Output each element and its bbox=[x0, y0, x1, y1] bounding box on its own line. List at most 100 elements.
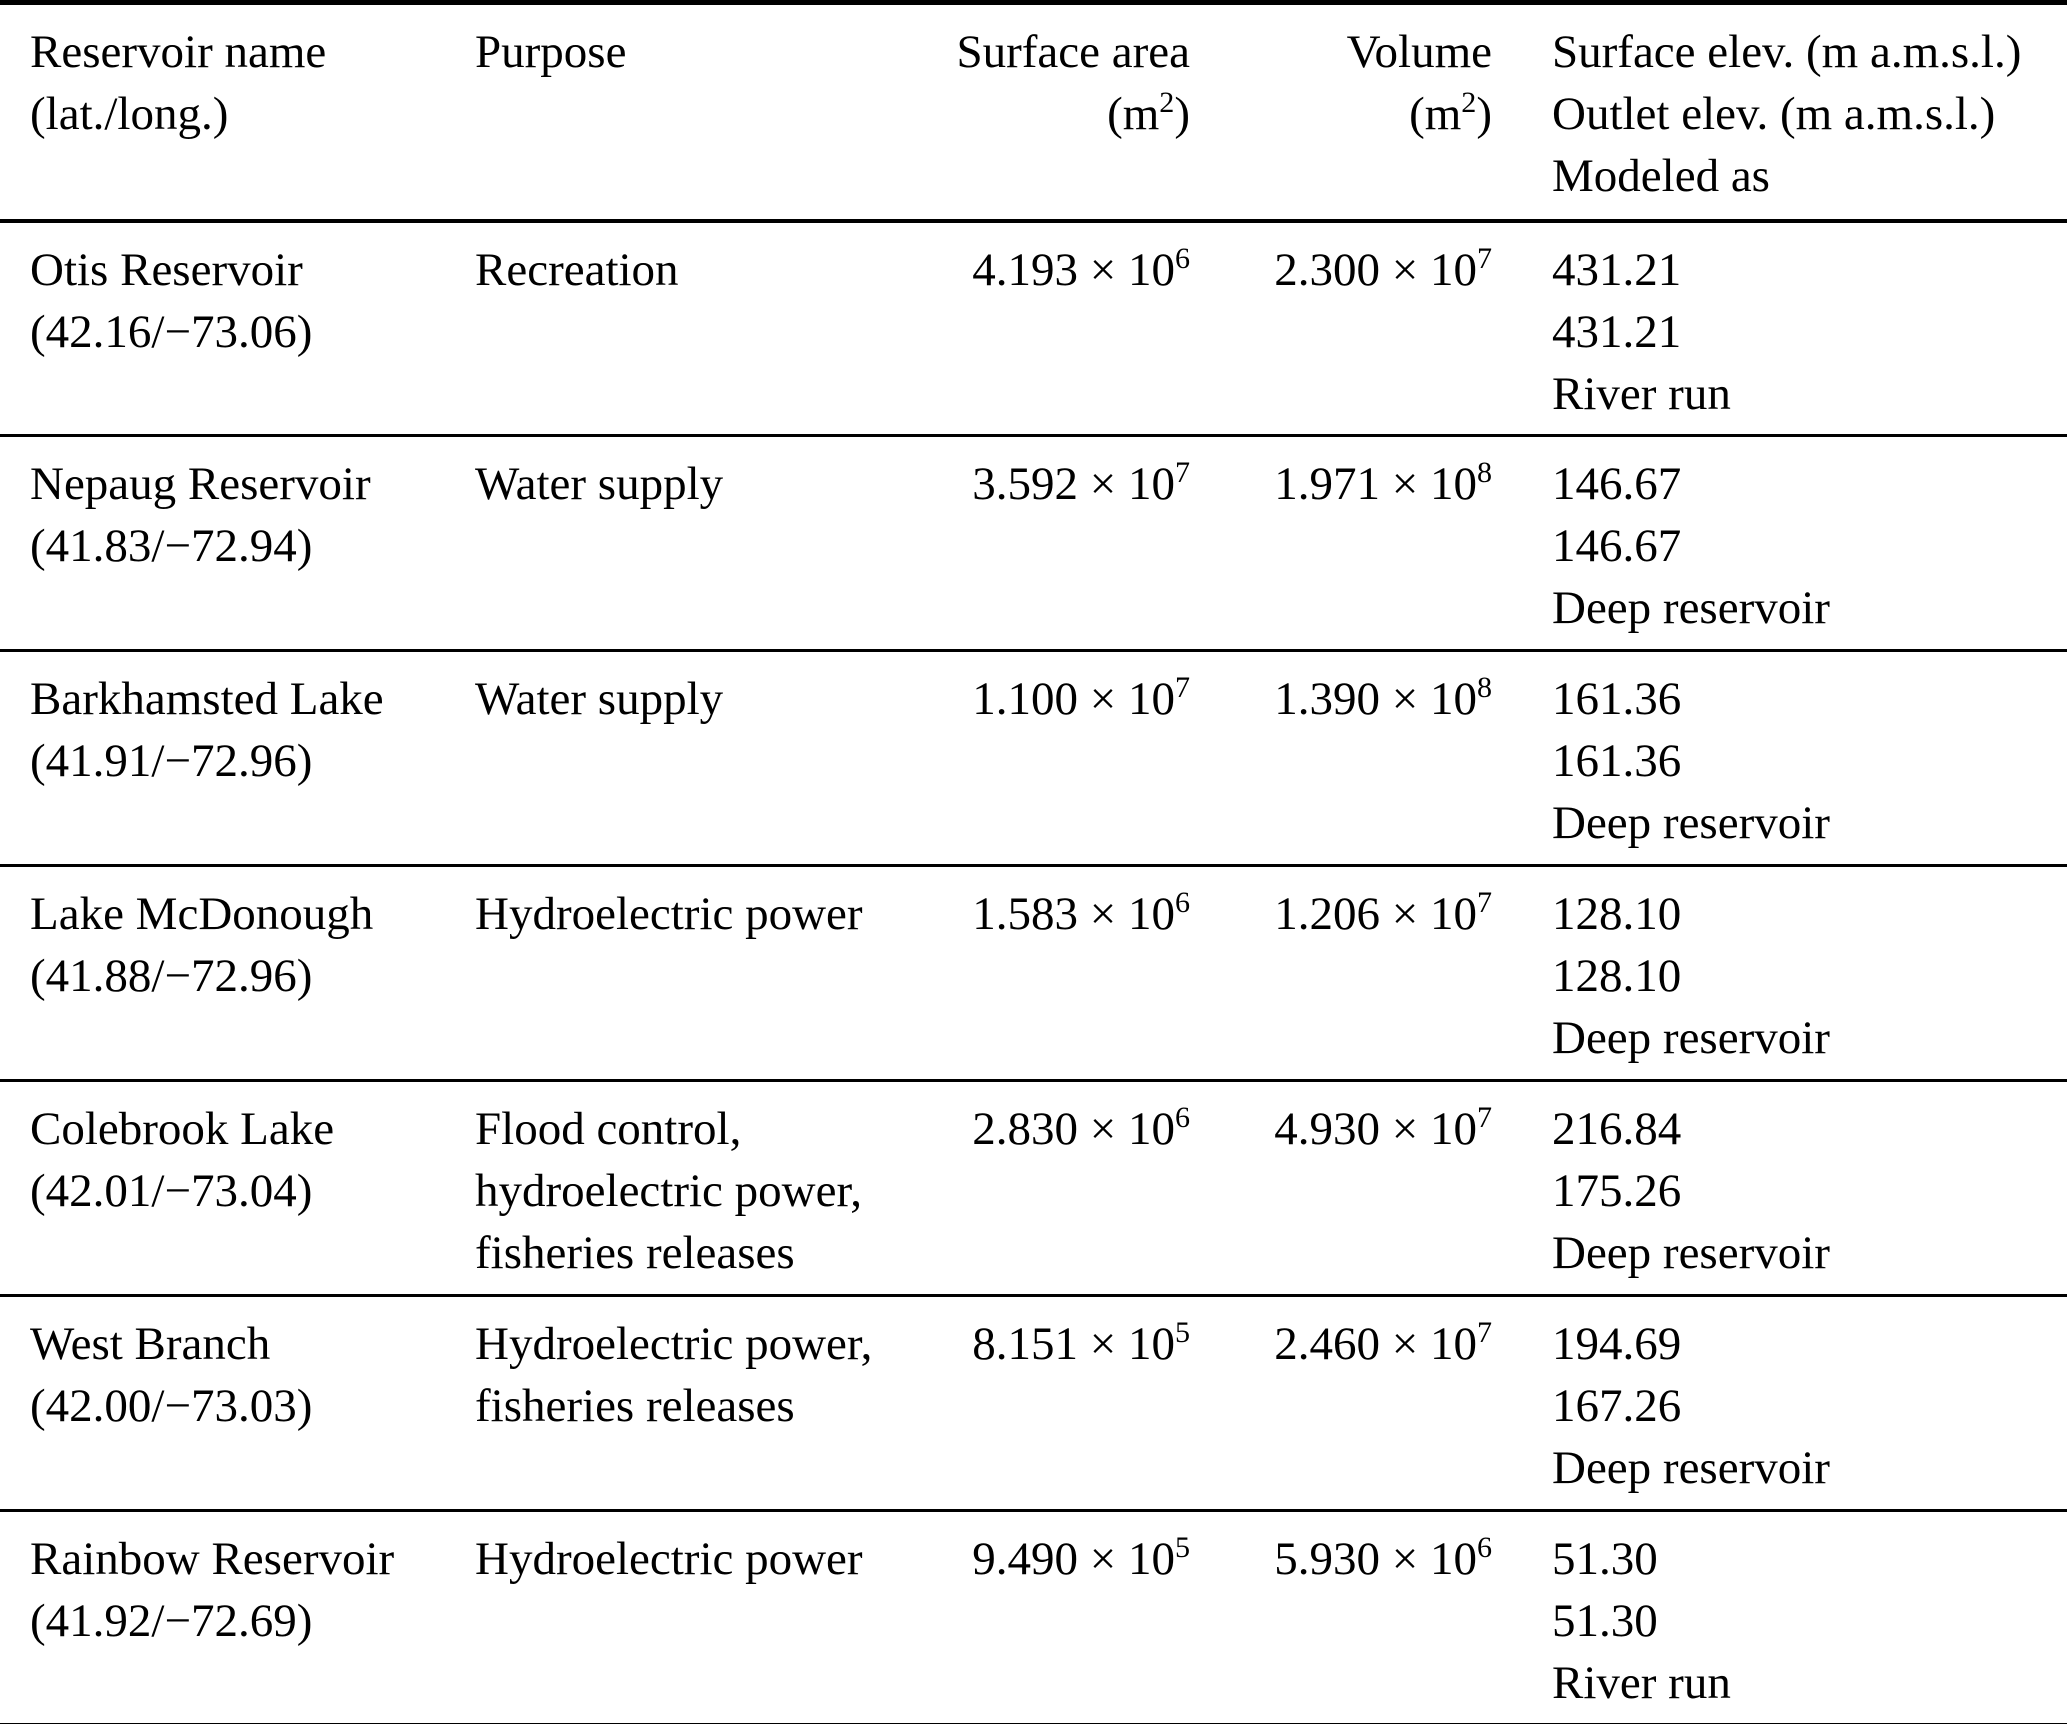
outlet-elev-value: 431.21 bbox=[1552, 305, 1682, 358]
volume-exponent: 7 bbox=[1476, 1315, 1492, 1350]
squared-superscript: 2 bbox=[1159, 85, 1175, 120]
reservoir-latlong: (41.83/−72.94) bbox=[30, 520, 313, 572]
reservoir-latlong: (41.91/−72.96) bbox=[30, 735, 313, 787]
surface-area-exponent: 7 bbox=[1174, 670, 1190, 705]
cell-purpose: Water supply bbox=[475, 436, 940, 651]
cell-reservoir: Rainbow Reservoir (41.92/−72.69) bbox=[0, 1511, 475, 1724]
cell-purpose: Water supply bbox=[475, 651, 940, 866]
cell-reservoir: Otis Reservoir (42.16/−73.06) bbox=[0, 221, 475, 436]
modeled-as-value: Deep reservoir bbox=[1552, 582, 1830, 634]
col-purpose-label: Purpose bbox=[475, 26, 627, 78]
purpose-line: Hydroelectric power bbox=[475, 888, 863, 940]
volume-value: 2.300 × 10 bbox=[1274, 243, 1477, 296]
volume-exponent: 7 bbox=[1476, 885, 1492, 920]
cell-purpose: Hydroelectric power bbox=[475, 866, 940, 1081]
cell-reservoir: Barkhamsted Lake (41.91/−72.96) bbox=[0, 651, 475, 866]
reservoir-latlong: (42.00/−73.03) bbox=[30, 1380, 313, 1432]
reservoir-name: Colebrook Lake bbox=[30, 1103, 335, 1155]
purpose-line: Water supply bbox=[475, 458, 724, 510]
cell-volume: 2.460 × 107 bbox=[1200, 1296, 1500, 1511]
surface-area-exponent: 7 bbox=[1174, 455, 1190, 490]
cell-surface-area: 8.151 × 105 bbox=[940, 1296, 1200, 1511]
cell-purpose: Hydroelectric power, fisheries releases bbox=[475, 1296, 940, 1511]
cell-volume: 2.300 × 107 bbox=[1200, 221, 1500, 436]
surface-elev-value: 51.30 bbox=[1552, 1533, 1658, 1585]
surface-area-value: 1.100 × 10 bbox=[972, 673, 1175, 725]
table-header: Reservoir name (lat./long.) Purpose Surf… bbox=[0, 3, 2067, 221]
table-row: Lake McDonough (41.88/−72.96) Hydroelect… bbox=[0, 866, 2067, 1081]
reservoir-latlong: (41.92/−72.69) bbox=[30, 1595, 313, 1647]
surface-elev-value: 194.69 bbox=[1552, 1318, 1682, 1370]
cell-elevation: 161.36 161.36 Deep reservoir bbox=[1500, 651, 2067, 866]
cell-surface-area: 9.490 × 105 bbox=[940, 1511, 1200, 1724]
squared-superscript: 2 bbox=[1461, 85, 1477, 120]
reservoir-name: Barkhamsted Lake bbox=[30, 673, 384, 725]
cell-purpose: Flood control, hydroelectric power, fisher… bbox=[475, 1081, 940, 1296]
table-row: Rainbow Reservoir (41.92/−72.69) Hydroel… bbox=[0, 1511, 2067, 1724]
cell-elevation: 194.69 167.26 Deep reservoir bbox=[1500, 1296, 2067, 1511]
cell-elevation: 128.10 128.10 Deep reservoir bbox=[1500, 866, 2067, 1081]
table-row: West Branch (42.00/−73.03) Hydroelectric… bbox=[0, 1296, 2067, 1511]
table-row: Barkhamsted Lake (41.91/−72.96) Water su… bbox=[0, 651, 2067, 866]
volume-value: 5.930 × 10 bbox=[1274, 1533, 1477, 1585]
volume-exponent: 6 bbox=[1476, 1530, 1492, 1565]
modeled-as-value: Deep reservoir bbox=[1552, 797, 1830, 849]
cell-elevation: 216.84 175.26 Deep reservoir bbox=[1500, 1081, 2067, 1296]
purpose-line: Water supply bbox=[475, 673, 724, 725]
cell-surface-area: 1.583 × 106 bbox=[940, 866, 1200, 1081]
col-surface-elev-label: Surface elev. (m a.m.s.l.) bbox=[1552, 26, 2022, 78]
col-reservoir-name-line1: Reservoir name bbox=[30, 26, 327, 78]
modeled-as-value: River run bbox=[1552, 367, 1731, 420]
col-reservoir-name-line2: (lat./long.) bbox=[30, 88, 229, 140]
surface-area-value: 9.490 × 10 bbox=[972, 1533, 1175, 1585]
col-volume-unit: (m2) bbox=[1409, 85, 1492, 140]
volume-value: 1.206 × 10 bbox=[1274, 888, 1477, 940]
volume-exponent: 8 bbox=[1476, 670, 1492, 705]
surface-area-value: 3.592 × 10 bbox=[972, 458, 1175, 510]
surface-area-exponent: 6 bbox=[1174, 1100, 1190, 1135]
table-row: Nepaug Reservoir (41.83/−72.94) Water su… bbox=[0, 436, 2067, 651]
outlet-elev-value: 51.30 bbox=[1552, 1595, 1658, 1647]
purpose-line: Recreation bbox=[475, 243, 679, 296]
cell-reservoir: West Branch (42.00/−73.03) bbox=[0, 1296, 475, 1511]
col-surface-area-unit: (m2) bbox=[1107, 85, 1190, 140]
header-row: Reservoir name (lat./long.) Purpose Surf… bbox=[0, 3, 2067, 221]
cell-surface-area: 2.830 × 106 bbox=[940, 1081, 1200, 1296]
cell-reservoir: Nepaug Reservoir (41.83/−72.94) bbox=[0, 436, 475, 651]
purpose-line: fisheries releases bbox=[475, 1227, 795, 1279]
cell-surface-area: 3.592 × 107 bbox=[940, 436, 1200, 651]
cell-volume: 5.930 × 106 bbox=[1200, 1511, 1500, 1724]
surface-area-exponent: 6 bbox=[1174, 240, 1190, 275]
col-elevation: Surface elev. (m a.m.s.l.) Outlet elev. … bbox=[1500, 3, 2067, 221]
col-purpose: Purpose bbox=[475, 3, 940, 221]
col-surface-area: Surface area (m2) bbox=[940, 3, 1200, 221]
outlet-elev-value: 161.36 bbox=[1552, 735, 1682, 787]
reservoir-name: Rainbow Reservoir bbox=[30, 1533, 395, 1585]
volume-exponent: 8 bbox=[1476, 455, 1492, 490]
outlet-elev-value: 167.26 bbox=[1552, 1380, 1682, 1432]
surface-elev-value: 161.36 bbox=[1552, 673, 1682, 725]
reservoir-name: Lake McDonough bbox=[30, 888, 374, 940]
cell-purpose: Recreation bbox=[475, 221, 940, 436]
outlet-elev-value: 175.26 bbox=[1552, 1165, 1682, 1217]
modeled-as-value: Deep reservoir bbox=[1552, 1227, 1830, 1279]
cell-elevation: 51.30 51.30 River run bbox=[1500, 1511, 2067, 1724]
purpose-line: Flood control, bbox=[475, 1103, 742, 1155]
table-row: Colebrook Lake (42.01/−73.04) Flood cont… bbox=[0, 1081, 2067, 1296]
surface-area-value: 2.830 × 10 bbox=[972, 1103, 1175, 1155]
cell-elevation: 146.67 146.67 Deep reservoir bbox=[1500, 436, 2067, 651]
reservoir-name: Nepaug Reservoir bbox=[30, 458, 371, 510]
surface-elev-value: 431.21 bbox=[1552, 243, 1682, 296]
table-row: Otis Reservoir (42.16/−73.06) Recreation… bbox=[0, 221, 2067, 436]
purpose-line: hydroelectric power, bbox=[475, 1165, 862, 1217]
modeled-as-value: Deep reservoir bbox=[1552, 1442, 1830, 1494]
table-body: Otis Reservoir (42.16/−73.06) Recreation… bbox=[0, 221, 2067, 1724]
reservoir-name: West Branch bbox=[30, 1318, 271, 1370]
reservoir-latlong: (42.16/−73.06) bbox=[30, 305, 313, 358]
outlet-elev-value: 146.67 bbox=[1552, 520, 1682, 572]
purpose-line: Hydroelectric power bbox=[475, 1533, 863, 1585]
col-outlet-elev-label: Outlet elev. (m a.m.s.l.) bbox=[1552, 88, 1996, 140]
volume-exponent: 7 bbox=[1476, 240, 1492, 275]
surface-elev-value: 216.84 bbox=[1552, 1103, 1682, 1155]
